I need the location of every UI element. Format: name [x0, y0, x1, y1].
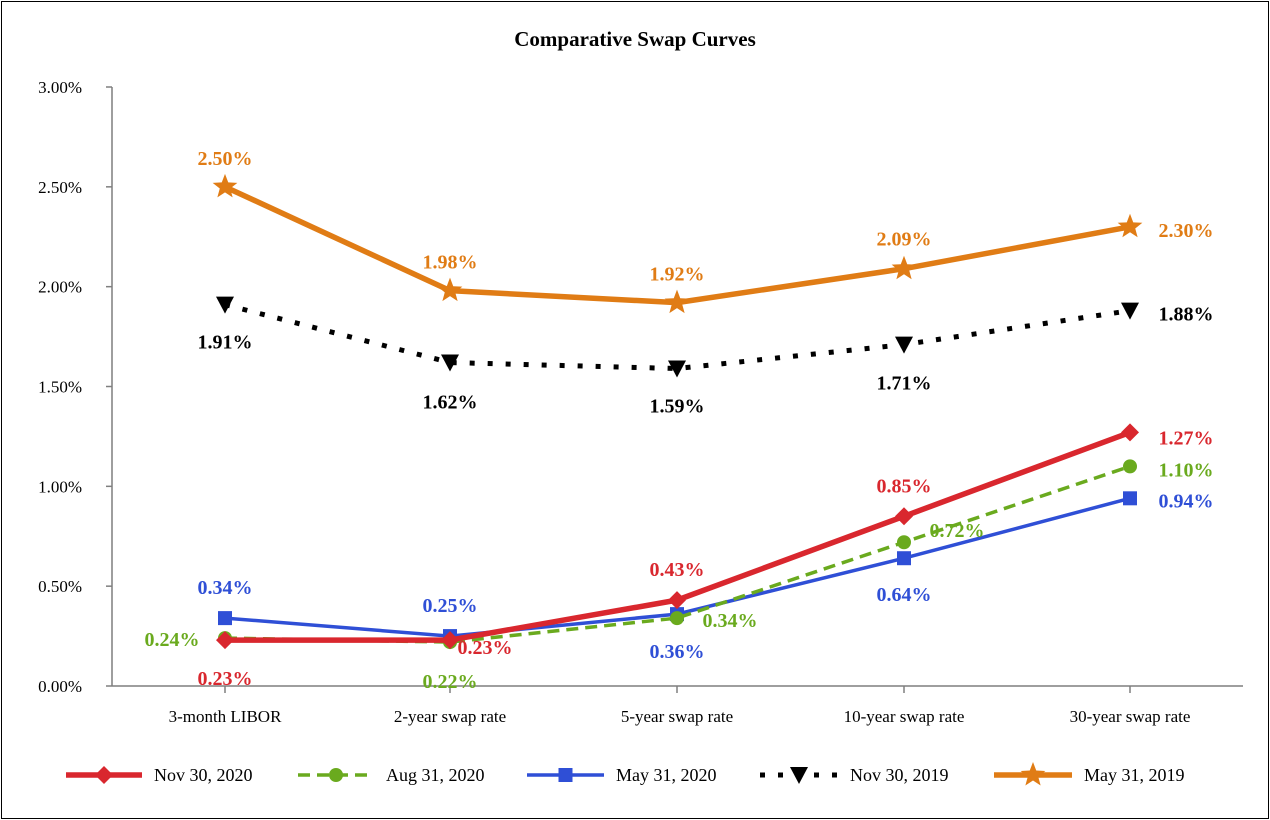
series-aug-31-2020	[218, 459, 1137, 650]
data-label: 0.64%	[877, 584, 932, 606]
y-tick-label: 0.00%	[38, 677, 82, 696]
data-label: 1.91%	[198, 332, 253, 354]
data-label: 0.24%	[145, 629, 200, 651]
data-point	[895, 336, 913, 354]
data-label: 0.23%	[458, 637, 513, 659]
data-label: 0.25%	[423, 595, 478, 617]
data-label: 1.59%	[650, 396, 705, 418]
data-point	[664, 289, 690, 314]
data-point	[668, 591, 686, 610]
data-label: 1.88%	[1159, 304, 1214, 326]
data-label: 0.23%	[198, 668, 253, 690]
legend-marker	[95, 766, 113, 784]
x-tick-label: 5-year swap rate	[621, 707, 733, 726]
data-point	[1123, 491, 1137, 506]
data-label: 0.94%	[1159, 490, 1214, 512]
data-point	[216, 631, 234, 650]
axes: 0.00% 0.50% 1.00% 1.50% 2.00% 2.50% 3.00% 3-mon…	[38, 78, 1243, 726]
data-point	[216, 296, 234, 314]
series-line	[224, 302, 1131, 372]
y-tick-label: 3.00%	[38, 78, 82, 97]
y-tick-label: 2.00%	[38, 278, 82, 297]
legend-item: Aug 31, 2020	[298, 765, 485, 785]
legend-label: Nov 30, 2020	[154, 765, 253, 785]
data-point	[891, 255, 917, 280]
legend-marker	[790, 767, 808, 784]
legend-marker	[558, 768, 573, 782]
data-label: 1.92%	[650, 264, 705, 286]
data-label: 1.71%	[877, 373, 932, 395]
legend-label: Nov 30, 2019	[850, 765, 949, 785]
data-label: 0.85%	[877, 475, 932, 497]
data-point	[1121, 302, 1139, 320]
legend-label: May 31, 2020	[616, 765, 717, 785]
data-point	[670, 611, 684, 626]
legend-item: Nov 30, 2019	[760, 765, 949, 785]
chart-title: Comparative Swap Curves	[514, 27, 756, 51]
data-label: 2.09%	[877, 229, 932, 251]
y-tick-label: 0.50%	[38, 577, 82, 596]
series-layer	[212, 173, 1143, 650]
data-point	[897, 535, 911, 550]
x-tick-label: 3-month LIBOR	[169, 707, 283, 726]
data-point	[668, 360, 686, 378]
data-label: 1.62%	[423, 392, 478, 414]
data-label: 0.43%	[650, 559, 705, 581]
data-label: 1.98%	[423, 252, 478, 274]
data-point	[441, 354, 459, 372]
legend-item: May 31, 2019	[994, 762, 1185, 786]
x-tick-label: 2-year swap rate	[394, 707, 506, 726]
data-point	[895, 507, 913, 526]
data-point	[1121, 423, 1139, 442]
legend-marker	[1020, 762, 1046, 786]
series-may-31-2019	[212, 173, 1143, 314]
data-point	[437, 277, 463, 302]
data-label: 0.36%	[650, 641, 705, 663]
y-tick-label: 1.50%	[38, 378, 82, 397]
legend-item: May 31, 2020	[527, 765, 717, 785]
legend-label: May 31, 2019	[1084, 765, 1185, 785]
legend-item: Nov 30, 2020	[66, 765, 253, 785]
x-tick-label: 30-year swap rate	[1070, 707, 1191, 726]
data-point	[897, 551, 911, 566]
legend-label: Aug 31, 2020	[386, 765, 485, 785]
data-label: 0.34%	[703, 610, 758, 632]
legend-marker	[329, 768, 343, 782]
series-nov-30-2020	[216, 423, 1139, 650]
data-point	[1117, 213, 1143, 238]
data-point	[1123, 459, 1137, 474]
data-label: 0.22%	[423, 671, 478, 693]
data-labels-layer: 0.23% 0.23% 0.43% 0.85% 1.27% 0.24% 0.22% 0.34%…	[145, 148, 1214, 693]
data-label: 2.30%	[1159, 220, 1214, 242]
data-label: 0.34%	[198, 577, 253, 599]
y-tick-label: 1.00%	[38, 477, 82, 496]
data-point	[441, 631, 459, 650]
data-label: 1.10%	[1159, 459, 1214, 481]
data-point	[218, 611, 232, 626]
x-tick-label: 10-year swap rate	[844, 707, 965, 726]
data-label: 1.27%	[1159, 427, 1214, 449]
data-label: 2.50%	[198, 148, 253, 170]
data-point	[212, 173, 238, 198]
data-label: 0.72%	[930, 520, 985, 542]
legend: Nov 30, 2020 Aug 31, 2020 May 31, 2020 Nov …	[66, 762, 1185, 786]
series-nov-30-2019	[216, 296, 1139, 378]
y-tick-label: 2.50%	[38, 178, 82, 197]
